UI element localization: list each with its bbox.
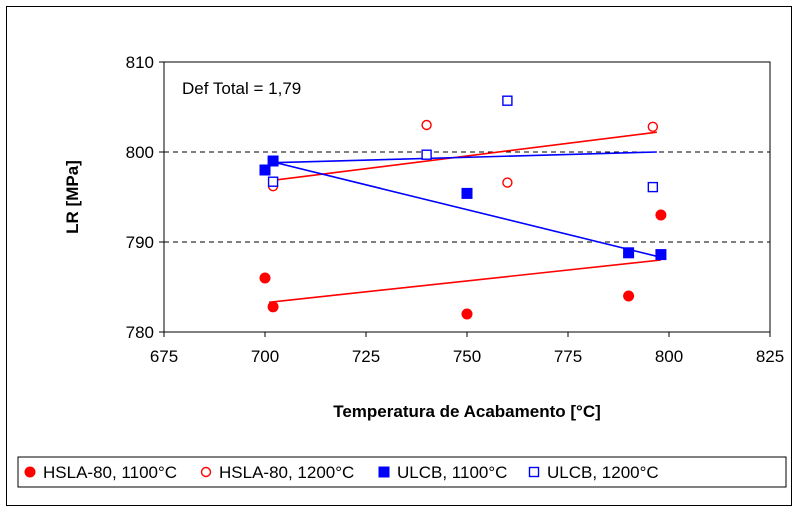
x-tick-label: 700 — [251, 347, 279, 366]
data-point-series-3 — [461, 187, 473, 199]
legend-marker-4 — [528, 466, 540, 478]
y-axis-ticks: 780 790 800 810 — [126, 53, 164, 342]
legend-label-2: HSLA-80, 1200°C — [219, 463, 354, 482]
legend-marker-1 — [24, 466, 36, 478]
x-tick-label: 725 — [352, 347, 380, 366]
trend-line-1 — [268, 259, 662, 304]
annotation-text: Def Total = 1,79 — [182, 79, 301, 98]
x-tick-label: 775 — [554, 347, 582, 366]
data-point-series-4 — [267, 176, 279, 187]
data-point-series-1 — [655, 209, 667, 221]
legend-label-3: ULCB, 1100°C — [397, 463, 507, 482]
x-tick-label: 750 — [453, 347, 481, 366]
y-tick-label: 800 — [126, 143, 154, 162]
data-point-series-3 — [655, 249, 667, 261]
x-axis-title: Temperatura de Acabamento [°C] — [333, 402, 601, 421]
data-point-series-1 — [623, 290, 635, 302]
y-tick-label: 780 — [126, 323, 154, 342]
data-point-series-1 — [461, 308, 473, 320]
x-tick-label: 825 — [756, 347, 784, 366]
data-point-series-2 — [421, 119, 432, 131]
data-point-series-4 — [421, 149, 432, 160]
trend-line-4 — [269, 151, 657, 164]
x-tick-label: 675 — [150, 347, 178, 366]
legend-label-1: HSLA-80, 1100°C — [43, 463, 177, 482]
legend-marker-3 — [378, 466, 390, 478]
data-point-series-1 — [259, 272, 271, 284]
data-point-series-3 — [259, 164, 271, 176]
legend-marker-2 — [200, 466, 212, 478]
data-point-series-1 — [267, 301, 279, 313]
data-point-series-3 — [267, 155, 279, 167]
trend-line-2 — [268, 131, 657, 182]
y-tick-label: 790 — [126, 233, 154, 252]
legend-box — [17, 456, 787, 488]
data-point-series-2 — [502, 177, 513, 188]
data-point-series-4 — [647, 181, 659, 193]
data-point-series-3 — [623, 247, 635, 259]
y-axis-title: LR [MPa] — [63, 160, 82, 234]
y-tick-label: 810 — [126, 53, 154, 72]
trend-line-3 — [268, 160, 662, 259]
x-axis-ticks: 675 700 725 750 775 800 825 — [150, 332, 784, 366]
legend-label-4: ULCB, 1200°C — [547, 463, 659, 482]
x-tick-label: 800 — [655, 347, 683, 366]
trend-lines — [268, 131, 662, 304]
gridlines — [164, 151, 770, 243]
data-point-series-4 — [502, 95, 513, 106]
data-points — [259, 95, 667, 320]
data-point-series-2 — [647, 121, 659, 133]
legend: HSLA-80, 1100°C HSLA-80, 1200°C ULCB, 1100… — [24, 463, 659, 482]
